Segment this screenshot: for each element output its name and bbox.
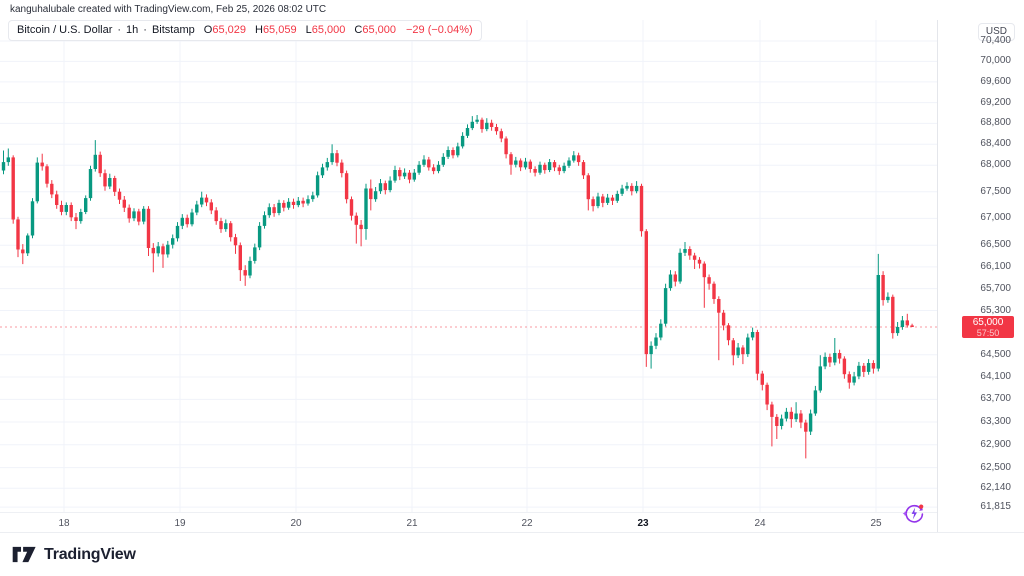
time-tick-label: 22 bbox=[521, 518, 533, 529]
symbol-legend[interactable]: Bitcoin / U.S. Dollar · 1h · Bitstamp O6… bbox=[8, 20, 482, 41]
auto-refresh-boost-icon[interactable] bbox=[902, 502, 926, 526]
time-tick-label: 24 bbox=[754, 518, 766, 529]
interval-label[interactable]: 1h bbox=[126, 24, 139, 36]
time-tick-label: 21 bbox=[406, 518, 418, 529]
usd-currency-button[interactable]: USD bbox=[977, 23, 1015, 41]
price-tick-label: 68,400 bbox=[980, 138, 1011, 150]
ohlc-open: O65,029 bbox=[203, 24, 246, 36]
price-tick-label: 67,500 bbox=[980, 185, 1011, 197]
price-tick-label: 69,200 bbox=[980, 96, 1011, 108]
time-tick-label: 19 bbox=[174, 518, 186, 529]
price-tick-label: 66,100 bbox=[980, 260, 1011, 272]
price-tick-label: 62,900 bbox=[980, 438, 1011, 450]
ohlc-low: L65,000 bbox=[305, 24, 346, 36]
price-tick-label: 64,100 bbox=[980, 371, 1011, 382]
price-tick-label: 62,500 bbox=[980, 461, 1011, 473]
attribution-text: kanguhalubale created with TradingView.c… bbox=[10, 4, 327, 15]
change-value: −29 (−0.04%) bbox=[405, 24, 473, 36]
price-tick-label: 69,600 bbox=[980, 75, 1011, 87]
price-tick-label: 62,140 bbox=[980, 482, 1011, 494]
price-tick-label: 70,000 bbox=[980, 55, 1011, 67]
price-tick-label: 65,700 bbox=[980, 282, 1011, 294]
exchange-label: Bitstamp bbox=[151, 24, 195, 36]
time-axis[interactable]: 18 19 20 21 22 23 24 25 bbox=[0, 512, 937, 533]
ohlc-high: H65,059 bbox=[254, 24, 297, 36]
legend-separator: · bbox=[143, 24, 147, 36]
price-tick-label: 63,300 bbox=[980, 416, 1011, 427]
time-tick-label: 23 bbox=[637, 518, 649, 529]
price-tick-label: 67,000 bbox=[980, 212, 1011, 224]
price-tick-label: 66,500 bbox=[980, 239, 1011, 251]
time-tick-label: 20 bbox=[290, 518, 302, 529]
price-axis[interactable]: USD 65,000 57:50 70,400 70,000 69,600 69,20… bbox=[937, 20, 1024, 532]
candlestick-chart[interactable] bbox=[0, 0, 937, 516]
legend-separator: · bbox=[117, 24, 122, 36]
time-tick-label: 25 bbox=[870, 518, 882, 529]
last-price-label: 65,000 bbox=[972, 317, 1004, 328]
price-tick-label: 65,300 bbox=[980, 304, 1011, 316]
ohlc-close: C65,000 bbox=[354, 24, 396, 36]
price-tick-label: 68,000 bbox=[980, 159, 1011, 171]
footer: TradingView bbox=[12, 544, 136, 565]
price-tick-label: 68,800 bbox=[980, 117, 1011, 129]
price-tick-label: 70,400 bbox=[980, 35, 1011, 46]
symbol-name[interactable]: Bitcoin / U.S. Dollar bbox=[17, 24, 113, 36]
bottom-separator bbox=[0, 532, 1024, 533]
price-tick-label: 61,815 bbox=[980, 501, 1011, 513]
last-price-badge: 65,000 57:50 bbox=[962, 316, 1014, 338]
price-tick-label: 64,500 bbox=[980, 348, 1011, 360]
brand-wordmark[interactable]: TradingView bbox=[44, 545, 136, 563]
time-tick-label: 18 bbox=[58, 518, 70, 529]
bar-countdown: 57:50 bbox=[976, 328, 1000, 338]
tradingview-logo-icon[interactable] bbox=[12, 544, 37, 565]
price-tick-label: 63,700 bbox=[980, 393, 1011, 405]
